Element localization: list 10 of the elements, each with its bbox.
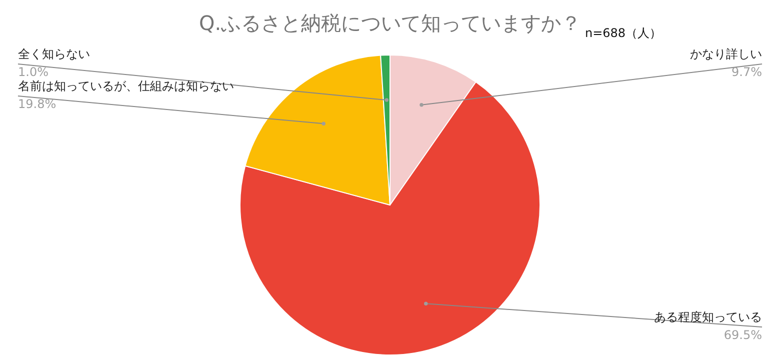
- data-label: 69.5%: [724, 328, 762, 342]
- text: n=688（人）: [585, 26, 662, 40]
- data-label: 1.0%: [18, 65, 48, 79]
- data-label: 19.8%: [18, 97, 56, 111]
- slice-label: 全く知らない: [18, 47, 90, 61]
- slice-label: 名前は知っているが、仕組みは知らない: [18, 79, 234, 93]
- slice-label: ある程度知っている: [654, 310, 762, 324]
- data-label: 9.7%: [732, 65, 762, 79]
- chart-title: Q.ふるさと納税について知っていますか？: [198, 11, 582, 35]
- slice-label: かなり詳しい: [690, 47, 762, 61]
